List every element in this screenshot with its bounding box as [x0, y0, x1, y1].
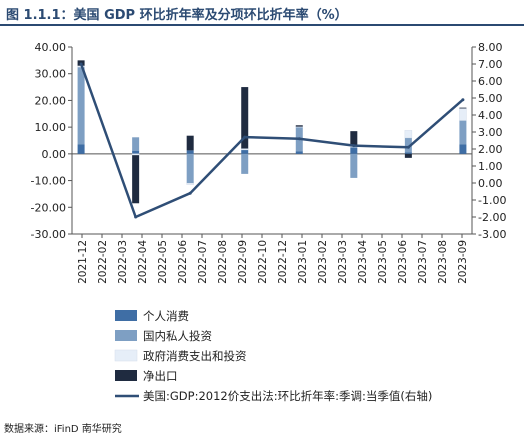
gdp-line [79, 63, 464, 219]
x-tick-label: 2021-12 [77, 240, 89, 284]
bar-segment [350, 131, 358, 145]
x-tick-label: 2022-03 [117, 240, 129, 284]
legend-label: 个人消费 [143, 309, 189, 323]
y-right-tick-label: 2.00 [478, 143, 503, 156]
bar-segment [295, 151, 303, 154]
bar-segment [459, 120, 467, 145]
legend-swatch [114, 349, 138, 362]
y-right-tick-label: 5.00 [478, 92, 503, 105]
x-tick-label: 2022-02 [97, 240, 109, 284]
bar-segment [241, 149, 249, 154]
gdp-point [461, 98, 465, 102]
gdp-point [134, 215, 138, 219]
bar-segment [241, 153, 249, 174]
gdp-point [188, 191, 192, 195]
gdp-point [297, 137, 301, 141]
bar-segment [186, 150, 194, 154]
bar-segment [77, 67, 85, 145]
y-right-tick-label: -1.00 [478, 194, 506, 207]
y-right-tick-label: -2.00 [478, 211, 506, 224]
y-right-tick-label: 7.00 [478, 58, 503, 71]
bar-segment [404, 152, 412, 154]
y-right-tick-label: 4.00 [478, 109, 503, 122]
bars [77, 60, 467, 204]
legend-swatch [115, 330, 137, 341]
x-tick-label: 2022-10 [257, 240, 269, 284]
x-tick-label: 2022-06 [177, 240, 189, 284]
x-tick-label: 2022-07 [197, 240, 209, 284]
y-left-tick-label: 20.00 [35, 94, 67, 107]
gdp-point [79, 62, 83, 66]
bar-segment [350, 153, 358, 178]
bar-segment [241, 87, 249, 149]
legend-label: 美国:GDP:2012价支出法:环比折年率:季调:当季值(右轴) [143, 389, 432, 403]
y-left-tick-label: 0.00 [42, 148, 67, 161]
bar-segment [132, 150, 140, 154]
y-left-tick-label: -20.00 [31, 201, 66, 214]
y-left-tick-label: 30.00 [35, 68, 67, 81]
bar-segment [186, 135, 194, 151]
x-tick-label: 2023-02 [317, 240, 329, 284]
x-tick-label: 2022-04 [137, 240, 149, 284]
bar-segment [131, 153, 140, 156]
bar-segment [132, 137, 140, 151]
legend-swatch [115, 370, 137, 381]
bar-segment [404, 137, 412, 153]
bar-segment [459, 108, 467, 121]
x-tick-label: 2023-07 [417, 240, 429, 284]
y-right-tick-label: -3.00 [478, 228, 506, 241]
title-rule [0, 24, 524, 26]
legend-label: 国内私人投资 [143, 329, 212, 343]
y-right-tick-label: 3.00 [478, 126, 503, 139]
axes: 40.00 30.00 20.00 10.00 0.00 -10.00 -20.00 -30.… [31, 41, 507, 284]
bar-segment [186, 182, 194, 185]
bar-segment [295, 125, 303, 127]
x-tick-label: 2022-12 [277, 240, 289, 284]
chart: 40.00 30.00 20.00 10.00 0.00 -10.00 -20.00 -30.… [31, 41, 507, 403]
y-left-tick-label: -10.00 [31, 175, 66, 188]
lines [79, 62, 465, 219]
bar-segment [459, 107, 467, 109]
y-right-tick-label: 1.00 [478, 160, 503, 173]
bar-segment [132, 155, 140, 204]
y-left-tick-label: -30.00 [31, 228, 66, 241]
legend-label: 政府消费支出和投资 [143, 349, 247, 363]
gdp-point [406, 145, 410, 149]
x-tick-label: 2023-08 [437, 240, 449, 284]
bar-segment [295, 126, 304, 128]
gdp-point [352, 144, 356, 148]
bar-segment [350, 147, 358, 154]
y-left-tick-label: 10.00 [35, 121, 67, 134]
legend: 个人消费国内私人投资政府消费支出和投资净出口美国:GDP:2012价支出法:环比… [114, 309, 432, 403]
legend-label: 净出口 [143, 369, 178, 383]
x-tick-label: 2022-05 [157, 240, 169, 284]
legend-swatch [115, 310, 137, 321]
x-tick-label: 2022-08 [217, 240, 229, 284]
bar-segment [404, 130, 413, 139]
y-right-tick-label: 0.00 [478, 177, 503, 190]
bar-segment [240, 148, 249, 151]
chart-title: 图 1.1.1：美国 GDP 环比折年率及分项环比折年率（%） [6, 8, 348, 23]
x-tick-label: 2023-01 [297, 240, 309, 284]
x-tick-label: 2023-06 [397, 240, 409, 284]
bar-segment [404, 153, 412, 158]
y-left-tick-label: 40.00 [35, 41, 67, 54]
x-tick-label: 2022-09 [237, 240, 249, 284]
bar-segment [77, 144, 85, 154]
x-tick-label: 2023-03 [337, 240, 349, 284]
source-note: 数据来源：iFinD 南华研究 [4, 424, 122, 435]
bar-segment [186, 153, 194, 184]
x-tick-label: 2023-05 [377, 240, 389, 284]
bar-segment [459, 144, 467, 154]
x-tick-label: 2023-04 [357, 240, 369, 284]
gdp-point [243, 135, 247, 139]
y-right-tick-label: 8.00 [478, 41, 503, 54]
x-tick-label: 2023-09 [457, 240, 469, 284]
y-right-tick-label: 6.00 [478, 75, 503, 88]
